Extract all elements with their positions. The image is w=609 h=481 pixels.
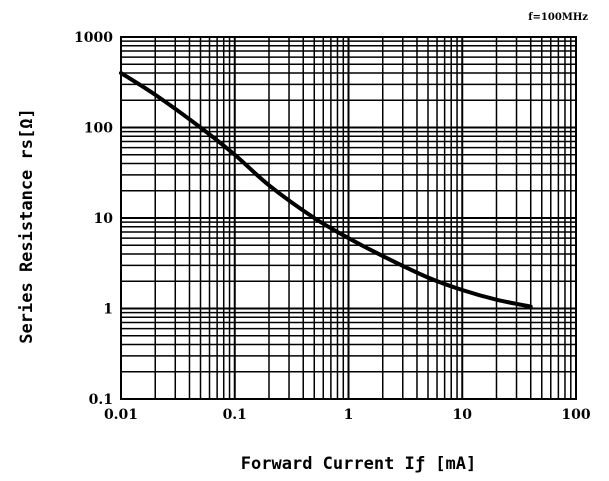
y-tick-label: 100 [84,121,113,137]
grid [120,37,576,400]
y-tick-labels: 0.1 1 10 100 1000 [74,30,113,408]
x-tick-label: 100 [561,407,590,423]
x-axis-title: Forward Current Iƒ [mA] [241,454,476,474]
frequency-annotation: f=100MHz [528,12,588,23]
x-tick-label: 10 [453,407,473,423]
y-tick-label: 1 [103,302,113,318]
plot-frame [120,36,577,400]
y-tick-label: 10 [94,211,114,227]
x-tick-label: 0.1 [223,407,247,423]
x-tick-label: 1 [344,407,354,423]
series-line-rs [119,71,533,309]
x-tick-labels: 0.01 0.1 1 10 100 [104,407,591,423]
y-tick-label: 0.1 [89,392,113,408]
x-tick-label: 0.01 [104,407,138,423]
y-tick-label: 1000 [74,30,113,46]
y-axis-title: Series Resistance rs[Ω] [17,108,37,343]
